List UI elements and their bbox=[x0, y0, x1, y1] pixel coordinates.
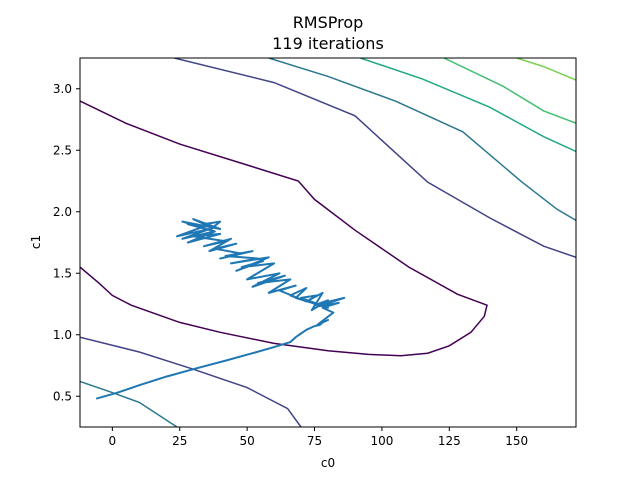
y-tick-label: 2.0 bbox=[53, 205, 72, 219]
plot-frame bbox=[79, 57, 577, 428]
contour-line-6 bbox=[443, 58, 576, 124]
contour-line-3 bbox=[268, 58, 576, 222]
x-axis-label: c0 bbox=[321, 456, 335, 470]
y-tick-label: 1.0 bbox=[53, 328, 72, 342]
contour-line-7 bbox=[516, 58, 576, 81]
y-tick-label: 2.5 bbox=[53, 143, 72, 157]
x-axis: 0 25 50 75 100 125 150 bbox=[109, 427, 528, 448]
chart-title: RMSProp bbox=[293, 13, 364, 32]
contour-line-2 bbox=[80, 336, 302, 427]
y-tick-label: 0.5 bbox=[53, 389, 72, 403]
contour-line-1 bbox=[174, 58, 576, 259]
x-tick-label: 0 bbox=[109, 434, 117, 448]
y-tick-label: 1.5 bbox=[53, 266, 72, 280]
contour-line-0 bbox=[80, 100, 488, 357]
contour-line-5 bbox=[360, 58, 576, 153]
x-tick-label: 150 bbox=[505, 434, 528, 448]
y-axis: 0.5 1.0 1.5 2.0 2.5 3.0 bbox=[53, 82, 80, 403]
x-tick-label: 100 bbox=[370, 434, 393, 448]
series-line-0 bbox=[95, 218, 346, 400]
x-tick-label: 25 bbox=[172, 434, 187, 448]
x-tick-label: 125 bbox=[438, 434, 461, 448]
contour-lines bbox=[80, 58, 576, 427]
x-tick-label: 75 bbox=[307, 434, 322, 448]
contour-line-4 bbox=[80, 380, 178, 427]
optimizer-path bbox=[95, 218, 346, 400]
chart-subtitle: 119 iterations bbox=[272, 34, 384, 53]
y-axis-label: c1 bbox=[29, 235, 43, 249]
y-tick-label: 3.0 bbox=[53, 82, 72, 96]
x-tick-label: 50 bbox=[239, 434, 254, 448]
